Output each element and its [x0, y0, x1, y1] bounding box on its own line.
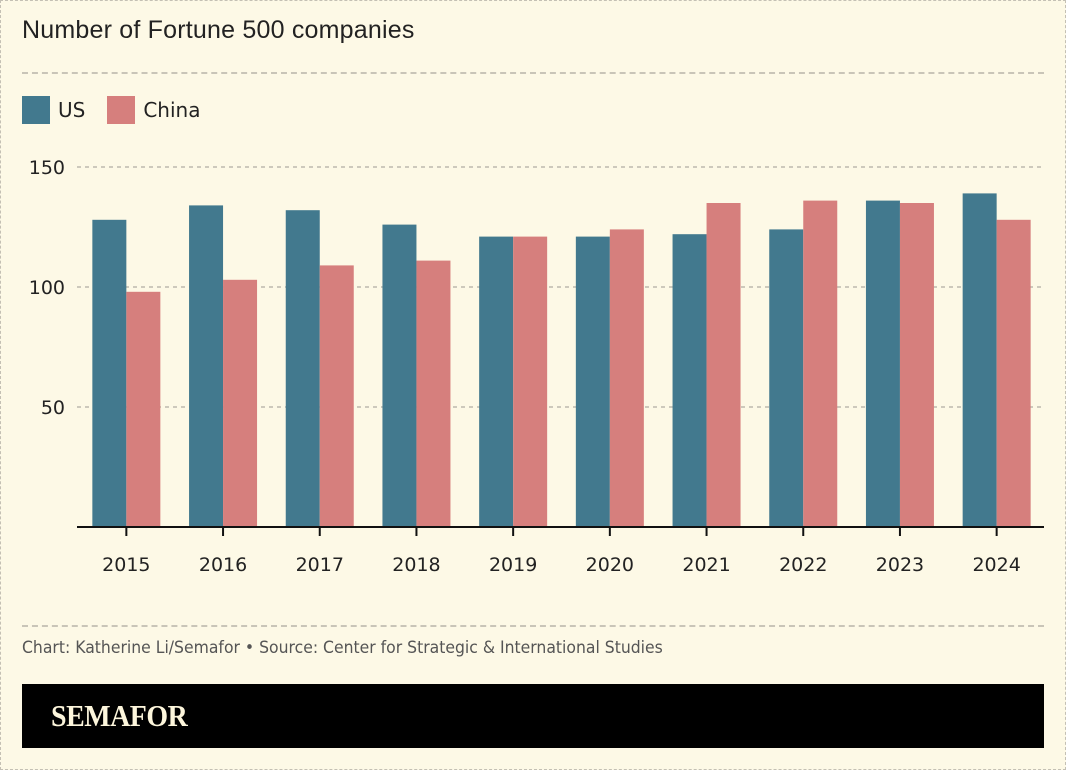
x-axis: 2015 2016 2017 2018 2019 2020 2021 2022 2023 2024	[77, 526, 1044, 576]
bar-us-2019	[479, 236, 514, 527]
x-tick-label: 2024	[972, 554, 1020, 576]
y-tick-label: 100	[29, 277, 65, 299]
source-credit: Chart: Katherine Li/Semafor • Source: Ce…	[22, 638, 663, 658]
y-tick-label: 150	[29, 157, 65, 179]
bar-us-2023	[865, 200, 900, 527]
bar-china-2022	[803, 200, 838, 527]
bar-china-2019	[513, 236, 548, 527]
bar-china-2016	[223, 279, 258, 527]
x-tick-label: 2022	[779, 554, 827, 576]
bar-us-2015	[92, 219, 127, 528]
title-divider	[22, 72, 1044, 74]
bar-china-2024	[996, 219, 1031, 528]
bar-china-2015	[126, 291, 161, 527]
legend-item-china: China	[107, 96, 200, 124]
x-tick-label: 2023	[876, 554, 924, 576]
legend-swatch-china	[107, 96, 136, 124]
bar-china-2020	[609, 229, 644, 527]
footer-divider	[22, 625, 1044, 627]
legend-item-us: US	[22, 96, 85, 124]
x-tick-label: 2015	[102, 554, 150, 576]
bar-us-2021	[672, 234, 707, 527]
x-tick-label: 2018	[392, 554, 440, 576]
x-tick-label: 2019	[489, 554, 537, 576]
y-tick-label: 50	[41, 397, 65, 419]
legend-label-us: US	[58, 98, 86, 122]
brand-bar: SEMAFOR	[22, 684, 1044, 748]
chart-title: Number of Fortune 500 companies	[22, 16, 415, 44]
x-tick-label: 2021	[682, 554, 730, 576]
bar-china-2021	[706, 203, 741, 527]
bar-us-2024	[962, 193, 997, 527]
bar-china-2017	[319, 265, 354, 527]
bar-us-2018	[382, 224, 417, 527]
bar-us-2020	[575, 236, 610, 527]
x-tick-label: 2020	[586, 554, 634, 576]
bar-us-2017	[285, 210, 320, 527]
bars	[92, 193, 1031, 528]
bar-china-2023	[899, 203, 934, 527]
legend-label-china: China	[143, 98, 201, 122]
semafor-logo: SEMAFOR	[51, 698, 188, 733]
legend: US China	[22, 96, 222, 124]
x-tick-label: 2016	[199, 554, 247, 576]
bar-us-2022	[769, 229, 804, 527]
bar-chart: 50 100 150 2015 2016 2017 2018 2019 2020 2021 202…	[29, 157, 1044, 576]
x-tick-label: 2017	[296, 554, 344, 576]
bar-china-2018	[416, 260, 451, 527]
legend-swatch-us	[22, 96, 50, 124]
bar-us-2016	[189, 205, 224, 527]
